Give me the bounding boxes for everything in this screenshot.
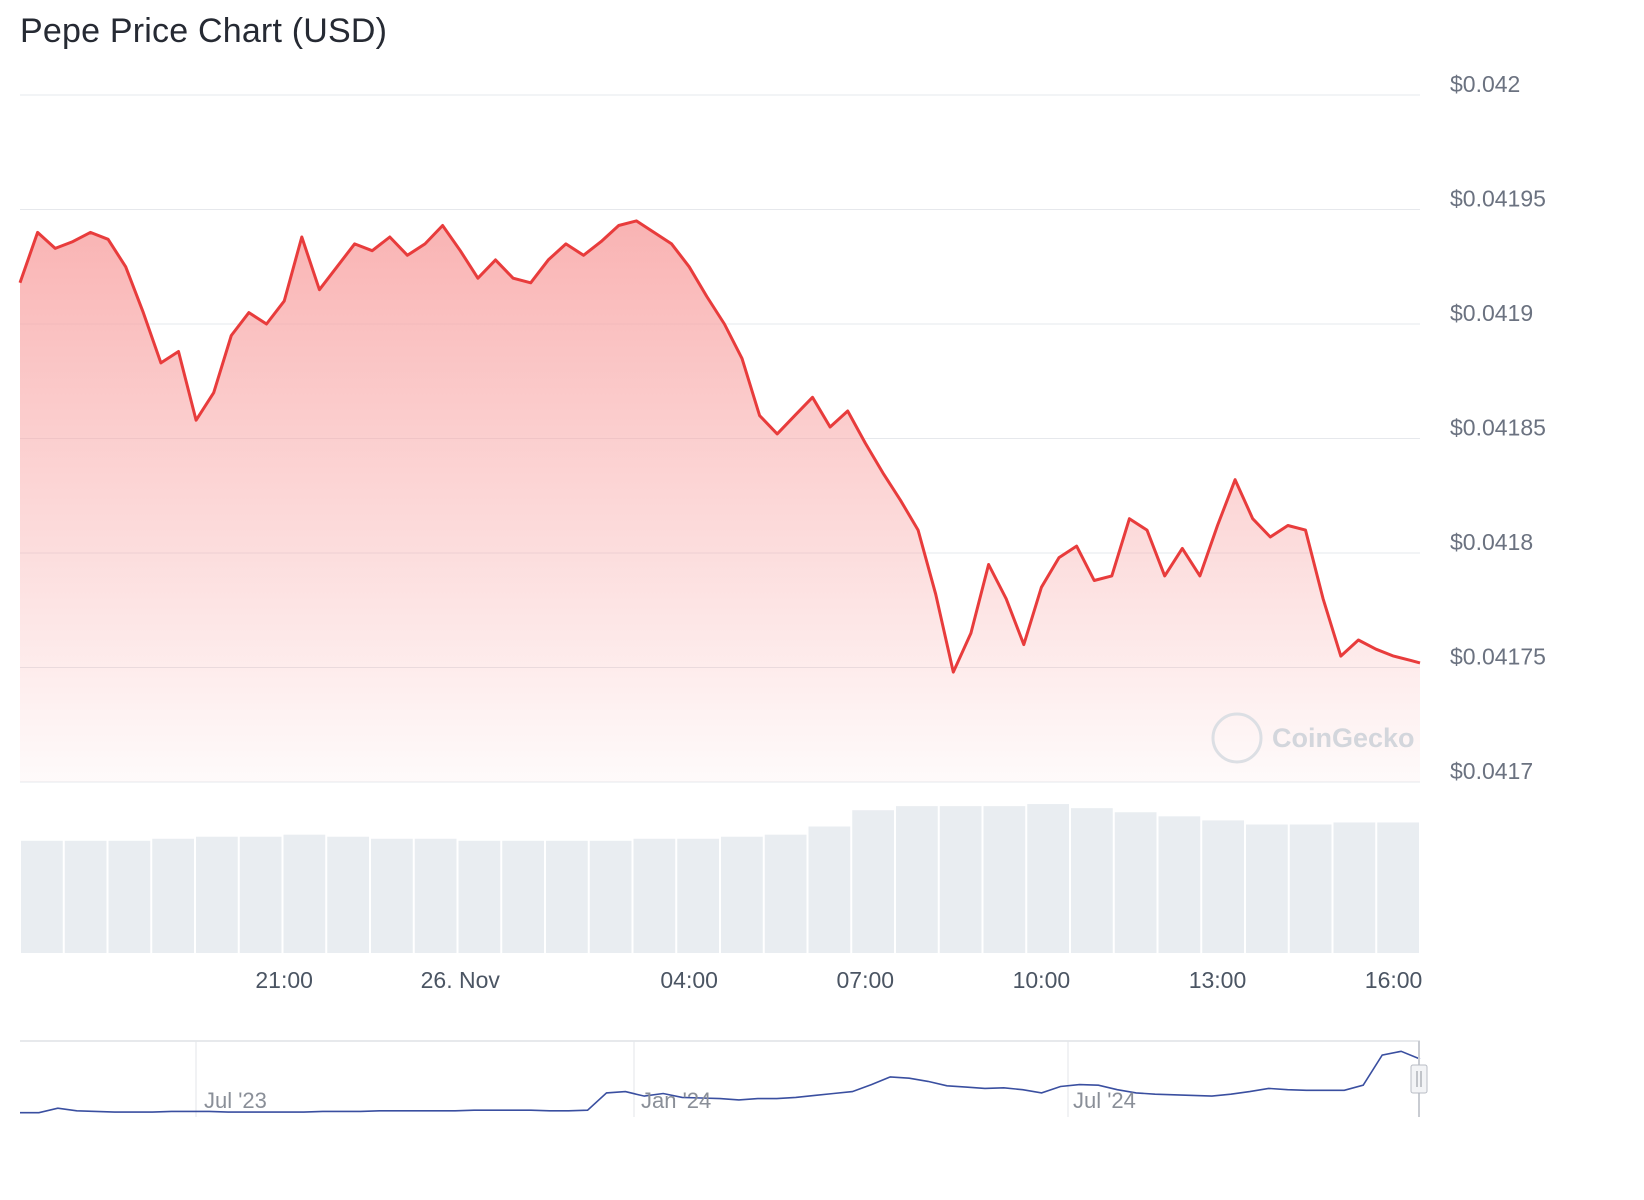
volume-bar [1114, 812, 1157, 953]
volume-bar [458, 840, 501, 953]
volume-bar [939, 806, 982, 953]
volume-bar [502, 840, 544, 953]
volume-bar [283, 834, 326, 953]
x-tick-label: 07:00 [837, 967, 895, 993]
volume-bar [852, 810, 894, 953]
watermark: CoinGecko [1272, 723, 1415, 753]
y-tick-label: $0.04175 [1450, 644, 1546, 670]
volume-bar [1333, 822, 1376, 953]
volume-bar [371, 838, 413, 953]
price-area [20, 220, 1420, 782]
volume-bar [983, 806, 1026, 953]
x-tick-label: 04:00 [660, 967, 718, 993]
y-tick-label: $0.0419 [1450, 300, 1533, 326]
volume-bar [152, 838, 194, 953]
volume-bar [414, 838, 457, 953]
volume-bar [64, 840, 107, 953]
volume-bar [677, 838, 719, 953]
navigator-handle[interactable] [1410, 1064, 1428, 1094]
x-tick-label: 13:00 [1189, 967, 1247, 993]
volume-bar [546, 840, 588, 953]
x-tick-label: 16:00 [1365, 967, 1423, 993]
volume-bar [896, 806, 938, 953]
x-tick-label: 10:00 [1013, 967, 1071, 993]
volume-bar [1071, 808, 1113, 953]
price-line [18, 219, 1421, 674]
chart-title: Pepe Price Chart (USD) [20, 12, 388, 50]
volume-bar [1158, 816, 1201, 953]
navigator-tick-label: Jul '23 [204, 1088, 267, 1113]
y-tick-label: $0.04195 [1450, 186, 1546, 212]
x-tick-label: 26. Nov [421, 967, 501, 993]
volume-bar [1027, 804, 1069, 953]
y-tick-label: $0.042 [1450, 71, 1520, 97]
volume-bar [1202, 820, 1244, 953]
volume-bar [764, 834, 807, 953]
navigator-tick-label: Jul '24 [1073, 1088, 1136, 1113]
y-tick-label: $0.04185 [1450, 415, 1546, 441]
volume-bar [239, 836, 282, 953]
coingecko-logo-icon [1211, 712, 1263, 764]
volume-bar [721, 836, 763, 953]
y-tick-label: $0.0418 [1450, 529, 1533, 555]
volume-bar [1377, 822, 1419, 953]
volume-bar [21, 840, 63, 953]
volume-bar [196, 836, 238, 953]
volume-bar [1246, 824, 1288, 953]
navigator-line [20, 1050, 1421, 1114]
y-tick-label: $0.0417 [1450, 758, 1533, 784]
volume-bar [808, 826, 851, 953]
navigator-tick-label: Jan '24 [641, 1088, 711, 1113]
volume-bar [327, 836, 369, 953]
volume-bar [108, 840, 151, 953]
volume-bar [1289, 824, 1332, 953]
volume-bar [589, 840, 632, 953]
volume-bar [633, 838, 676, 953]
x-tick-label: 21:00 [255, 967, 313, 993]
